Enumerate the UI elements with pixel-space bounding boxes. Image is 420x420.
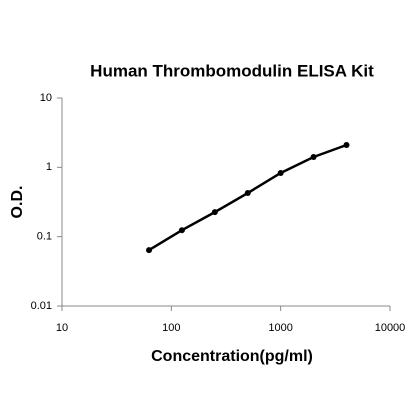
x-tick-label: 10000 (375, 322, 406, 334)
data-point (211, 209, 218, 216)
data-point (277, 169, 284, 176)
x-tick-label: 10 (56, 322, 68, 334)
data-point (146, 247, 153, 254)
y-axis-label: O.D. (9, 186, 26, 219)
data-point (310, 153, 317, 160)
y-tick-label: 0.1 (37, 231, 52, 243)
data-point (178, 227, 185, 234)
y-tick-label: 1 (46, 161, 52, 173)
data-point (343, 141, 350, 148)
chart-title: Human Thrombomodulin ELISA Kit (90, 61, 374, 80)
data-line (148, 143, 347, 252)
y-tick-label: 10 (40, 92, 52, 104)
x-axis-label: Concentration(pg/ml) (151, 348, 313, 365)
x-tick-label: 1000 (268, 322, 292, 334)
x-tick-label: 100 (162, 322, 180, 334)
data-point (244, 190, 251, 197)
y-tick-label: 0.01 (31, 300, 52, 312)
